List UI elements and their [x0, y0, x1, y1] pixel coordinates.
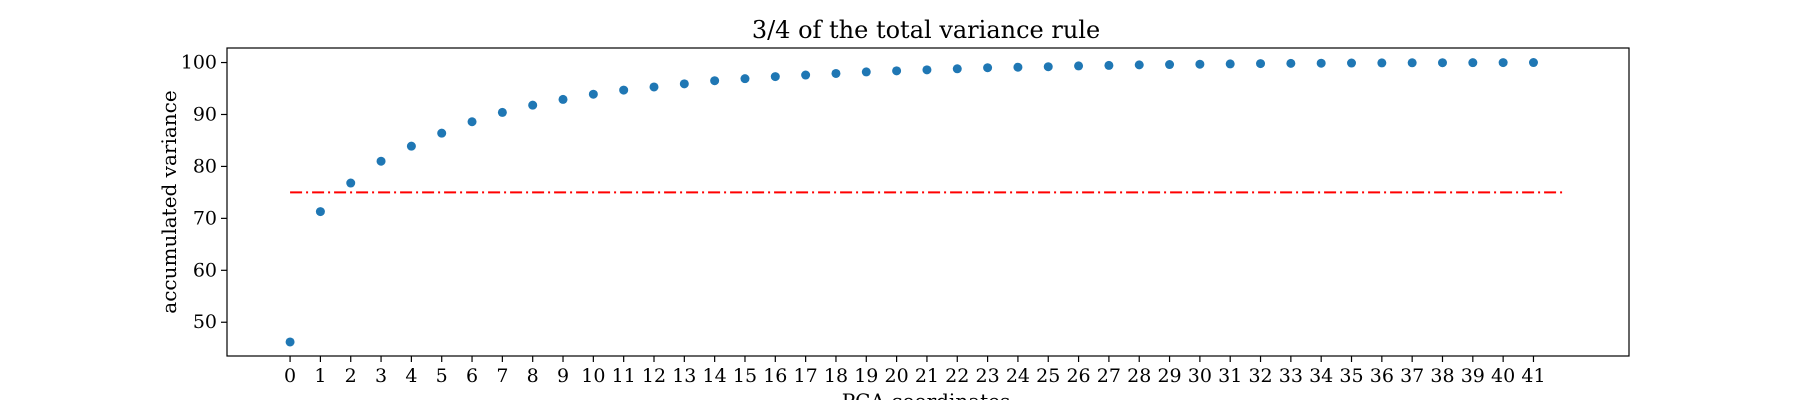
data-point — [1286, 58, 1296, 68]
x-tick-label: 25 — [1036, 365, 1060, 387]
x-axis: 0 1 2 3 4 5 6 7 8 9 10 11 12 13 14 15 16 17 18 19 20 21 22 23 24… — [284, 356, 1546, 387]
y-axis: 50 60 70 80 90 100 — [181, 52, 227, 333]
data-point — [710, 76, 720, 86]
data-point — [619, 85, 629, 95]
data-point — [861, 67, 871, 77]
data-point — [528, 100, 538, 110]
x-tick-label: 36 — [1370, 365, 1394, 387]
data-point — [1528, 58, 1538, 68]
y-tick-label: 100 — [181, 52, 217, 74]
x-tick-label: 12 — [642, 365, 666, 387]
x-tick-label: 20 — [885, 365, 909, 387]
x-tick-label: 27 — [1097, 365, 1121, 387]
x-tick-label: 0 — [284, 365, 296, 387]
y-tick-label: 60 — [193, 259, 217, 281]
x-tick-label: 8 — [527, 365, 539, 387]
x-tick-label: 28 — [1127, 365, 1151, 387]
x-tick-label: 38 — [1430, 365, 1454, 387]
data-point — [1043, 62, 1053, 72]
x-tick-label: 40 — [1491, 365, 1515, 387]
data-point — [1134, 60, 1144, 70]
data-point — [983, 63, 993, 73]
data-point — [922, 65, 932, 75]
data-point — [406, 141, 416, 151]
y-tick-label: 80 — [193, 155, 217, 177]
data-point — [679, 79, 689, 89]
x-tick-label: 7 — [496, 365, 508, 387]
data-point — [1225, 59, 1235, 69]
data-point — [285, 337, 295, 347]
data-point — [1316, 58, 1326, 68]
x-tick-label: 22 — [945, 365, 969, 387]
data-point — [497, 107, 507, 117]
x-tick-label: 32 — [1248, 365, 1272, 387]
y-tick-label: 90 — [193, 103, 217, 125]
x-tick-label: 14 — [703, 365, 727, 387]
data-point — [1104, 60, 1114, 70]
x-tick-label: 2 — [345, 365, 357, 387]
data-point — [315, 207, 325, 217]
data-point — [1407, 58, 1417, 68]
y-tick-label: 50 — [193, 311, 217, 333]
x-tick-label: 23 — [975, 365, 999, 387]
data-point — [558, 94, 568, 104]
x-tick-label: 17 — [794, 365, 818, 387]
x-tick-label: 31 — [1218, 365, 1242, 387]
data-point — [1468, 58, 1478, 68]
data-point — [740, 74, 750, 84]
data-point — [437, 128, 447, 138]
data-point — [952, 64, 962, 74]
x-tick-label: 4 — [405, 365, 417, 387]
data-point — [346, 178, 356, 188]
x-tick-label: 35 — [1339, 365, 1363, 387]
data-point — [1437, 58, 1447, 68]
x-tick-label: 21 — [915, 365, 939, 387]
data-point — [770, 72, 780, 82]
data-point — [588, 89, 598, 99]
x-tick-label: 33 — [1279, 365, 1303, 387]
x-tick-label: 26 — [1066, 365, 1090, 387]
data-point — [1256, 59, 1266, 69]
data-point — [892, 66, 902, 76]
data-point — [649, 82, 659, 92]
x-tick-label: 13 — [672, 365, 696, 387]
plot-area — [226, 47, 1630, 357]
x-tick-label: 1 — [314, 365, 326, 387]
data-point — [1195, 59, 1205, 69]
x-tick-label: 18 — [824, 365, 848, 387]
data-point — [467, 117, 477, 127]
x-tick-label: 11 — [612, 365, 636, 387]
data-point — [1074, 61, 1084, 71]
data-point — [1347, 58, 1357, 68]
data-point — [831, 68, 841, 78]
x-tick-label: 30 — [1188, 365, 1212, 387]
x-tick-label: 6 — [466, 365, 478, 387]
x-tick-label: 3 — [375, 365, 387, 387]
data-point — [1377, 58, 1387, 68]
chart-title: 3/4 of the total variance rule — [752, 16, 1100, 44]
x-tick-label: 15 — [733, 365, 757, 387]
x-axis-label: PCA coordinates — [842, 389, 1011, 400]
x-tick-label: 29 — [1157, 365, 1181, 387]
x-tick-label: 9 — [557, 365, 569, 387]
x-tick-label: 19 — [854, 365, 878, 387]
data-point — [1498, 58, 1508, 68]
data-point — [1165, 60, 1175, 70]
x-tick-label: 37 — [1400, 365, 1424, 387]
x-tick-label: 39 — [1461, 365, 1485, 387]
data-point — [1013, 62, 1023, 72]
data-point — [376, 156, 386, 166]
x-tick-label: 5 — [436, 365, 448, 387]
x-tick-label: 34 — [1309, 365, 1333, 387]
data-points — [285, 58, 1538, 347]
y-tick-label: 70 — [193, 207, 217, 229]
data-point — [801, 70, 811, 80]
axes-frame — [226, 47, 1630, 357]
x-tick-label: 24 — [1006, 365, 1030, 387]
x-tick-label: 41 — [1521, 365, 1545, 387]
x-tick-label: 10 — [581, 365, 605, 387]
x-tick-label: 16 — [763, 365, 787, 387]
y-axis-label: accumulated variance — [157, 90, 181, 313]
